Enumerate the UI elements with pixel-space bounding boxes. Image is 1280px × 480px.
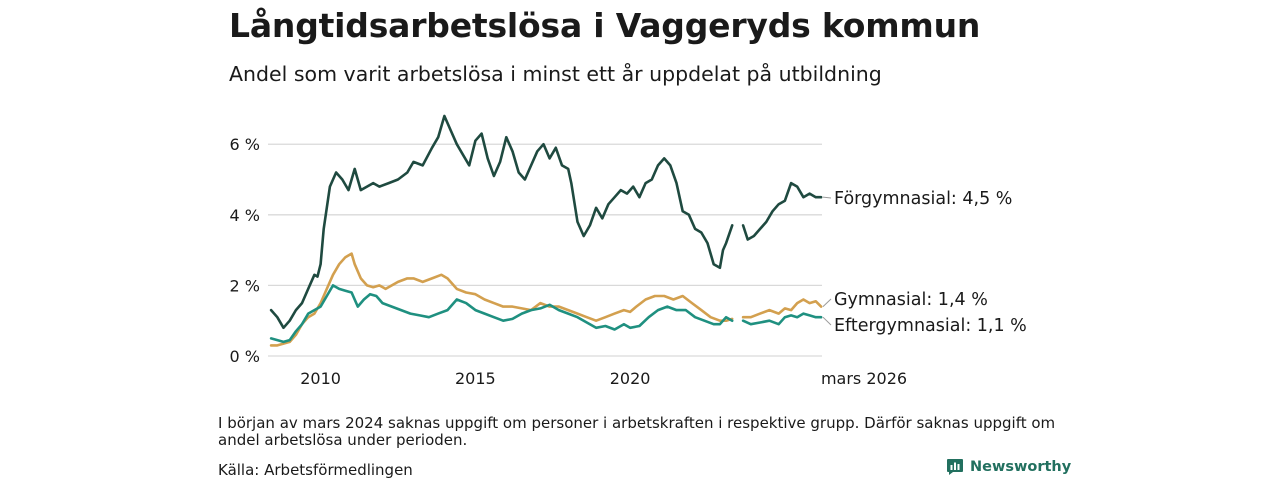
series-line-eftergymnasial — [269, 284, 823, 344]
newsworthy-logo[interactable]: Newsworthy — [946, 458, 1071, 476]
x-axis-labels: 2010 2015 2020 mars 2026 — [300, 369, 907, 388]
y-axis-labels: 0 % 2 % 4 % 6 % — [230, 135, 260, 366]
y-tick-label: 4 % — [230, 206, 260, 225]
chart-title: Långtidsarbetslösa i Vaggeryds kommun — [229, 6, 981, 45]
series-lines — [269, 114, 823, 347]
end-label-eftergymnasial: Eftergymnasial: 1,1 % — [834, 316, 1027, 336]
end-label-gymnasial: Gymnasial: 1,4 % — [834, 290, 988, 310]
series-end-labels: Förgymnasial: 4,5 % Gymnasial: 1,4 % Efter… — [822, 189, 1027, 336]
chart-subtitle: Andel som varit arbetslösa i minst ett å… — [229, 62, 882, 86]
leader-line — [822, 196, 832, 199]
brand-name: Newsworthy — [970, 459, 1072, 475]
footnote: I början av mars 2024 saknas uppgift om … — [218, 414, 1056, 449]
source-label: Källa: Arbetsförmedlingen — [218, 461, 413, 479]
leader-line — [822, 298, 832, 307]
x-tick-label: 2010 — [300, 369, 341, 388]
bar-chart-icon — [947, 459, 963, 475]
gridlines — [268, 143, 822, 357]
x-tick-label: 2015 — [455, 369, 496, 388]
y-tick-label: 0 % — [230, 347, 260, 366]
series-line-förgymnasial — [269, 114, 823, 330]
y-tick-label: 6 % — [230, 135, 260, 154]
y-tick-label: 2 % — [230, 276, 260, 295]
leader-line — [822, 316, 832, 326]
series-line-gymnasial — [269, 252, 823, 347]
end-label-förgymnasial: Förgymnasial: 4,5 % — [834, 189, 1012, 209]
x-tick-label: mars 2026 — [821, 369, 907, 388]
x-tick-label: 2020 — [610, 369, 651, 388]
